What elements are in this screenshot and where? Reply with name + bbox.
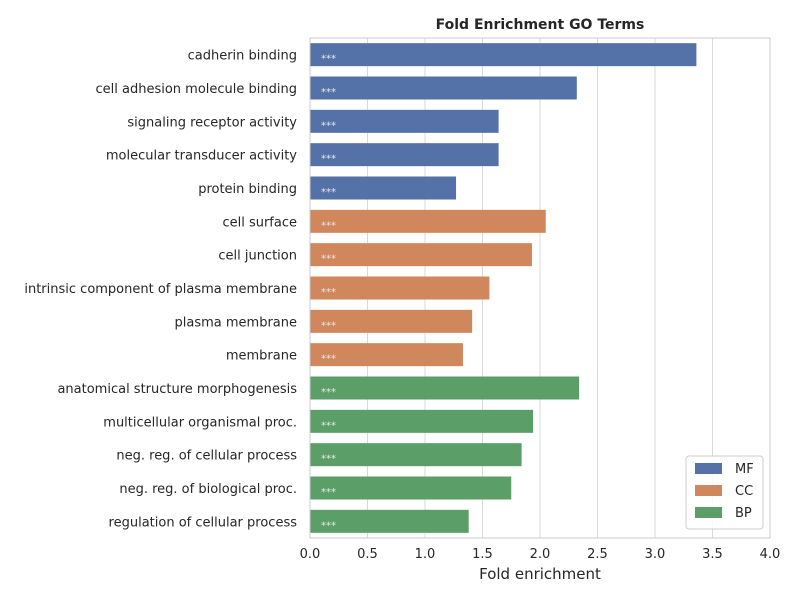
bar: [310, 43, 697, 67]
y-tick-label: multicellular organismal proc.: [103, 415, 297, 430]
y-tick-label: cell surface: [222, 215, 297, 230]
legend-swatch: [695, 463, 722, 474]
x-tick-label: 2.0: [530, 547, 551, 562]
bar: [310, 276, 490, 300]
bar-significance-label: ***: [321, 487, 336, 498]
bar: [310, 109, 499, 133]
bar: [310, 209, 546, 233]
y-tick-label: signaling receptor activity: [127, 115, 297, 130]
bar: [310, 409, 534, 433]
bar: [310, 343, 463, 367]
x-tick-label: 4.0: [760, 547, 781, 562]
bar-significance-label: ***: [321, 454, 336, 465]
x-tick-label: 1.0: [415, 547, 436, 562]
legend-label: BP: [735, 506, 752, 521]
bar-significance-label: ***: [321, 354, 336, 365]
y-tick-label: intrinsic component of plasma membrane: [24, 282, 297, 297]
x-tick-label: 0.0: [300, 547, 321, 562]
y-tick-label: membrane: [226, 349, 297, 364]
legend-swatch: [695, 485, 722, 496]
y-tick-label: neg. reg. of cellular process: [116, 449, 297, 464]
legend-swatch: [695, 507, 722, 518]
plot-frame: [309, 37, 771, 539]
legend: MF CC BP: [685, 455, 764, 530]
y-tick-label: cadherin binding: [188, 49, 297, 64]
x-tick-labels: 0.0 0.5 1.0 1.5 2.0 2.5 3.0 3.5 4.0: [300, 547, 781, 562]
bar: [310, 309, 473, 333]
y-tick-labels: cadherin binding cell adhesion molecule b…: [24, 49, 297, 531]
bar-significance-label: ***: [321, 87, 336, 98]
x-tick-label: 1.5: [472, 547, 493, 562]
bar-significance-label: ***: [321, 387, 336, 398]
bar-significance-label: ***: [321, 120, 336, 131]
y-tick-label: molecular transducer activity: [106, 149, 297, 164]
y-tick-label: plasma membrane: [175, 315, 298, 330]
bar-significance-label: ***: [321, 254, 336, 265]
x-tick-label: 2.5: [587, 547, 608, 562]
y-tick-label: anatomical structure morphogenesis: [57, 382, 297, 397]
bar-significance-label: ***: [321, 520, 336, 531]
x-tick-label: 3.5: [702, 547, 723, 562]
y-tick-label: neg. reg. of biological proc.: [119, 482, 297, 497]
y-tick-label: regulation of cellular process: [109, 515, 298, 530]
bar-significance-label: ***: [321, 187, 336, 198]
bar: [310, 176, 457, 200]
bar-significance-label: ***: [321, 220, 336, 231]
x-tick-label: 3.0: [645, 547, 666, 562]
bar-significance-label: ***: [321, 320, 336, 331]
bar: [310, 509, 469, 533]
bar: [310, 76, 577, 100]
bars: *** *** *** *** *** *** *** *** *** *** *** *** *** *…: [310, 43, 697, 533]
bar: [310, 443, 522, 467]
bar-significance-label: ***: [321, 287, 336, 298]
bar-significance-label: ***: [321, 154, 336, 165]
y-tick-label: protein binding: [198, 182, 297, 197]
x-tick-label: 0.5: [357, 547, 378, 562]
y-tick-label: cell adhesion molecule binding: [96, 82, 297, 97]
bar: [310, 143, 499, 167]
bar: [310, 476, 512, 500]
bar: [310, 376, 580, 400]
bar: [310, 243, 532, 267]
legend-label: MF: [735, 462, 754, 477]
x-axis-label: Fold enrichment: [479, 565, 601, 583]
chart-title: Fold Enrichment GO Terms: [436, 17, 645, 33]
bar-significance-label: ***: [321, 54, 336, 65]
y-tick-label: cell junction: [218, 249, 297, 264]
bar-significance-label: ***: [321, 420, 336, 431]
legend-label: CC: [735, 484, 753, 499]
